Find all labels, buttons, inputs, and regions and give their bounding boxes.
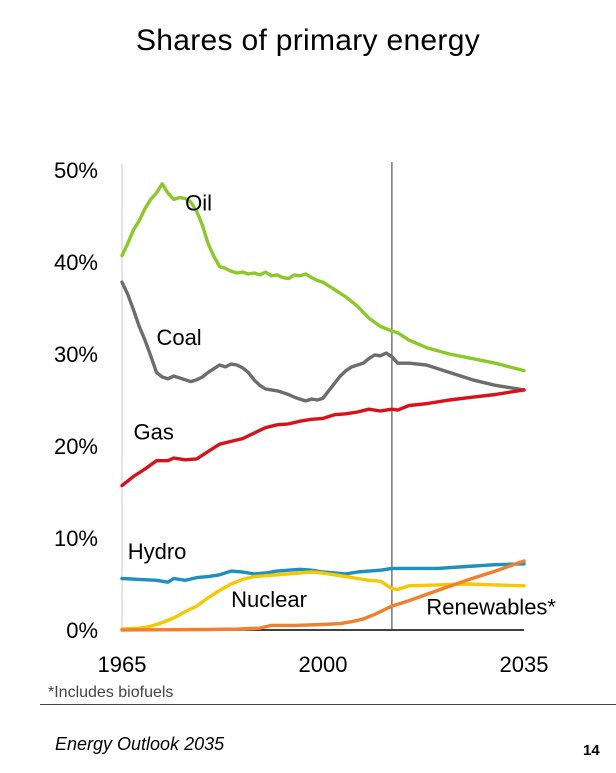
y-tick-label: 10% xyxy=(54,526,98,551)
series-line-oil xyxy=(120,182,526,373)
page-title: Shares of primary energy xyxy=(135,24,480,57)
series-line-nuclear xyxy=(120,570,526,631)
series-label-hydro: Hydro xyxy=(128,539,187,564)
y-tick-label: 50% xyxy=(54,158,98,183)
page-number: 14 xyxy=(583,742,600,759)
series-label-renewables: Renewables* xyxy=(426,594,556,619)
series-line-gas xyxy=(120,388,526,488)
x-tick-label: 2000 xyxy=(299,652,348,677)
series-line-hydro xyxy=(120,562,526,584)
axes: 0% 10% 20% 30% 40% 50% 1965 2000 2035 xyxy=(54,158,549,677)
series-lines xyxy=(120,182,526,632)
series-label-gas: Gas xyxy=(133,420,173,445)
y-tick-label: 0% xyxy=(66,618,98,643)
series-line-renewables xyxy=(120,559,526,632)
y-tick-label: 30% xyxy=(54,342,98,367)
y-tick-label: 20% xyxy=(54,434,98,459)
x-tick-label: 1965 xyxy=(98,652,147,677)
y-tick-label: 40% xyxy=(54,250,98,275)
footnote: *Includes biofuels xyxy=(48,684,174,701)
x-tick-label: 2035 xyxy=(500,652,549,677)
series-line-coal xyxy=(120,280,526,403)
series-labels: Oil Coal Gas Hydro Nuclear Renewables* xyxy=(128,190,557,619)
source-label: Energy Outlook 2035 xyxy=(55,734,225,754)
divider xyxy=(40,704,616,705)
series-label-coal: Coal xyxy=(156,325,201,350)
series-label-nuclear: Nuclear xyxy=(231,587,307,612)
series-label-oil: Oil xyxy=(185,190,212,215)
